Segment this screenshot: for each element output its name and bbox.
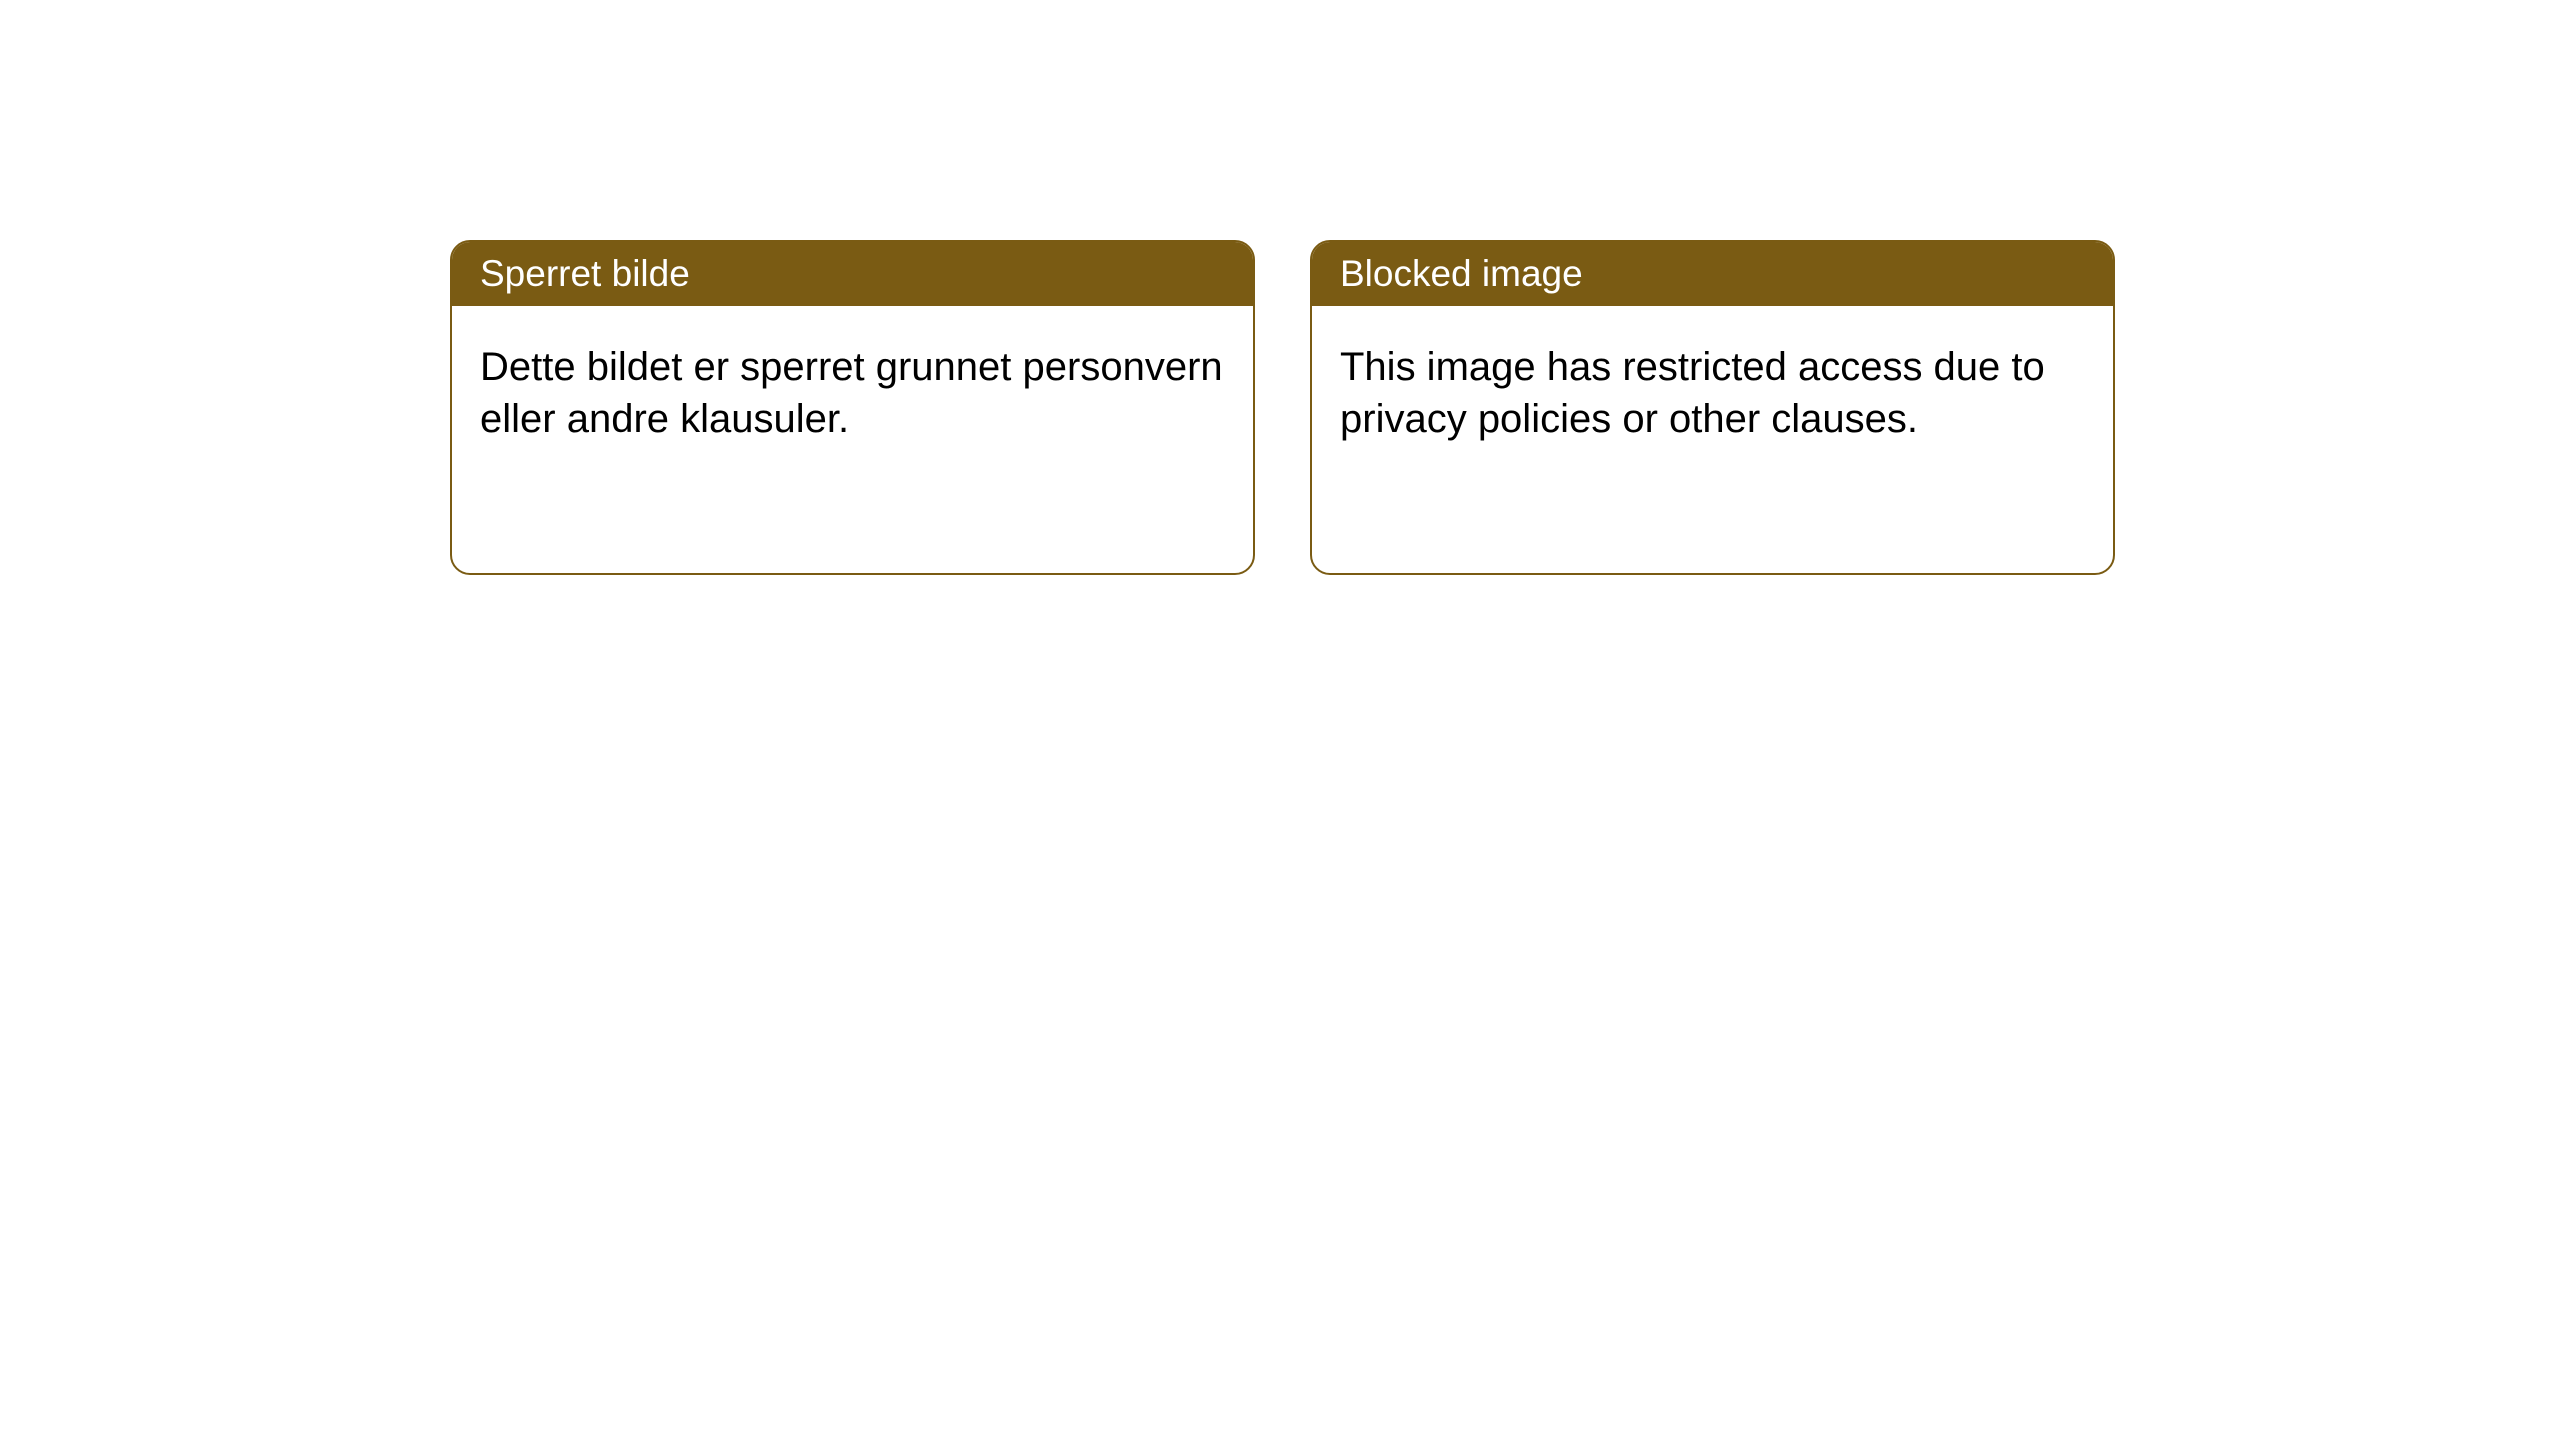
- card-header-text: Blocked image: [1340, 253, 1583, 294]
- card-header: Sperret bilde: [452, 242, 1253, 306]
- notice-card-norwegian: Sperret bilde Dette bildet er sperret gr…: [450, 240, 1255, 575]
- card-body-text: Dette bildet er sperret grunnet personve…: [480, 345, 1223, 441]
- card-body: Dette bildet er sperret grunnet personve…: [452, 306, 1253, 480]
- notice-cards-container: Sperret bilde Dette bildet er sperret gr…: [450, 240, 2115, 575]
- notice-card-english: Blocked image This image has restricted …: [1310, 240, 2115, 575]
- card-body: This image has restricted access due to …: [1312, 306, 2113, 480]
- card-header: Blocked image: [1312, 242, 2113, 306]
- card-body-text: This image has restricted access due to …: [1340, 345, 2045, 441]
- card-header-text: Sperret bilde: [480, 253, 690, 294]
